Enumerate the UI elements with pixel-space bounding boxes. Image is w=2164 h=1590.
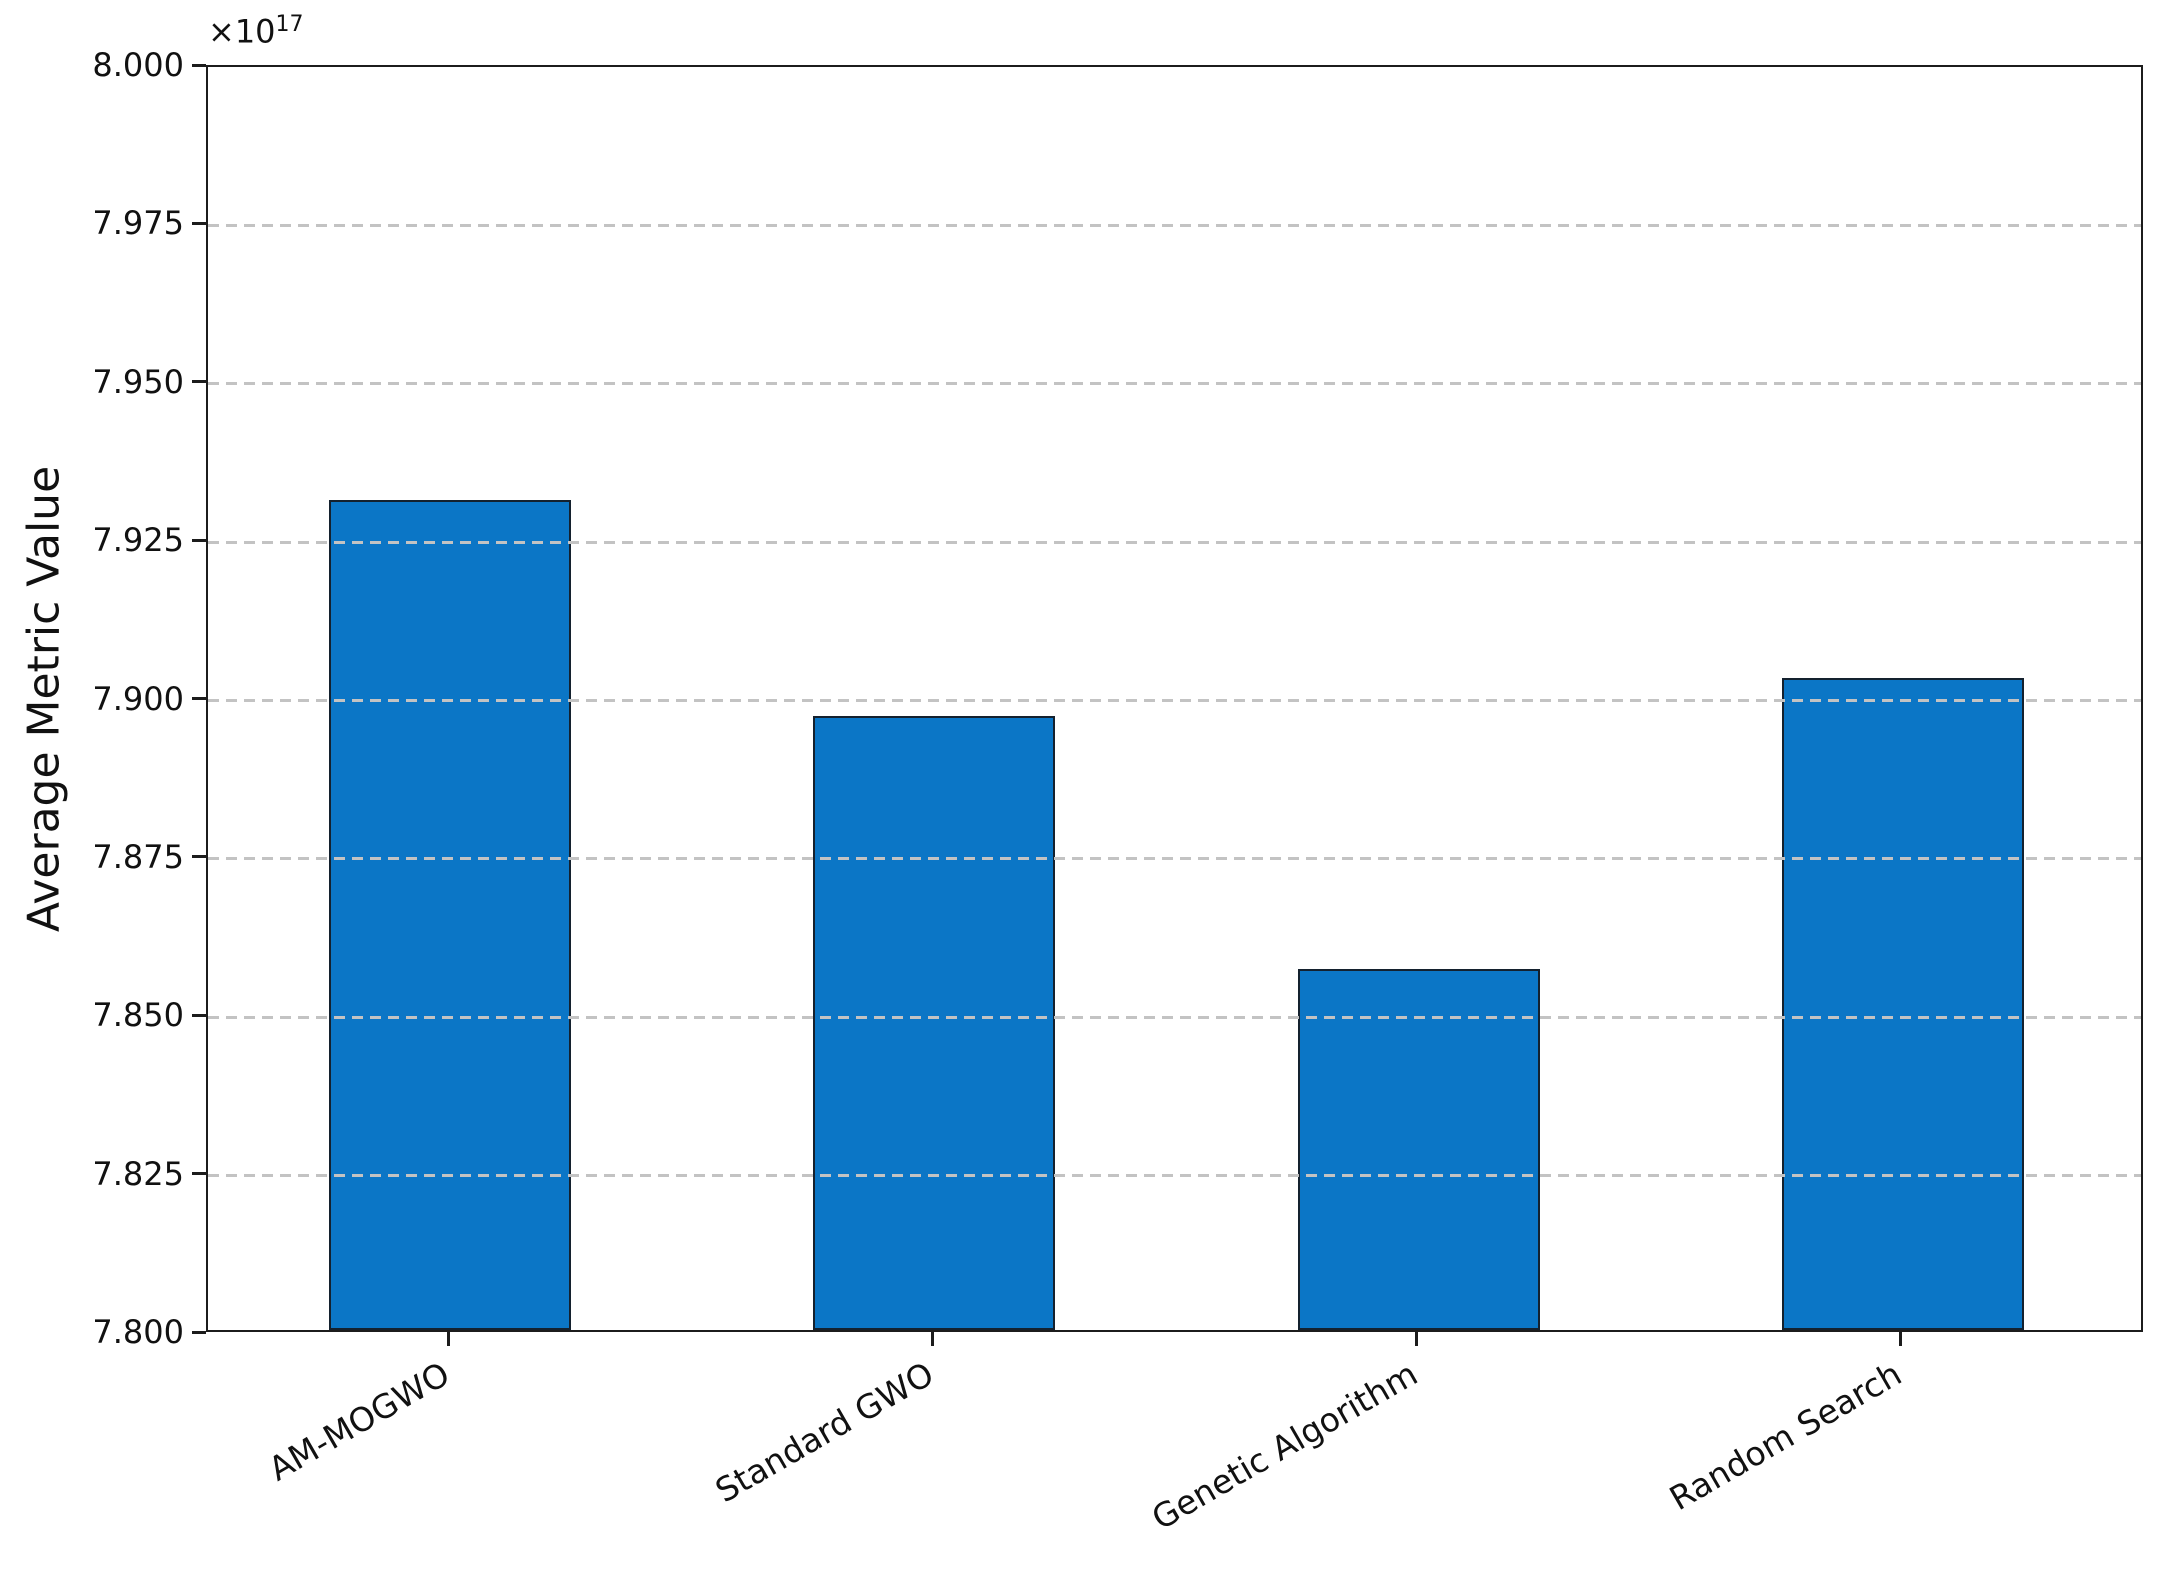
y-gridline-7.825 (208, 1174, 2141, 1178)
gridlines-layer (208, 67, 2141, 1330)
x-tick-mark (446, 1332, 450, 1346)
y-tick-mark (192, 380, 206, 384)
bar-am-mogwo (329, 500, 572, 1330)
y-tick-label: 7.825 (92, 1154, 184, 1193)
y-tick-label: 7.850 (92, 996, 184, 1035)
y-gridline-7.850 (208, 1015, 2141, 1019)
y-tick-mark (192, 221, 206, 225)
y-tick-mark (192, 1330, 206, 1334)
y-tick-label: 7.925 (92, 521, 184, 560)
y-axis-offset-text: ×1017 (208, 12, 304, 51)
y-tick-label: 7.800 (92, 1313, 184, 1351)
y-tick-mark (192, 63, 206, 67)
bars-layer (208, 67, 2141, 1330)
y-tick-mark (192, 855, 206, 859)
y-tick-mark (192, 1013, 206, 1017)
y-gridline-7.875 (208, 857, 2141, 861)
y-tick-mark (192, 538, 206, 542)
y-tick-label: 7.900 (92, 679, 184, 718)
y-tick-mark (192, 1172, 206, 1176)
x-tick-mark (1415, 1332, 1419, 1346)
x-tick-label-standard-gwo: Standard GWO (708, 1354, 940, 1511)
plot-area (206, 65, 2143, 1332)
y-tick-mark (192, 697, 206, 700)
y-gridline-7.925 (208, 540, 2141, 544)
y-tick-label: 8.000 (92, 46, 184, 84)
y-gridline-7.975 (208, 223, 2141, 227)
offset-base: ×10 (208, 12, 276, 51)
y-tick-label: 7.975 (92, 204, 184, 243)
bar-genetic-algorithm (1297, 968, 1540, 1330)
x-tick-mark (1899, 1332, 1903, 1346)
bar-random-search (1781, 677, 2024, 1330)
x-tick-label-am-mogwo: AM-MOGWO (261, 1354, 456, 1489)
y-tick-label: 7.875 (92, 837, 184, 876)
y-gridline-7.950 (208, 382, 2141, 386)
y-tick-label: 7.950 (92, 362, 184, 401)
x-tick-mark (930, 1332, 934, 1346)
x-tick-label-genetic-algorithm: Genetic Algorithm (1145, 1354, 1425, 1538)
bar-standard-gwo (813, 715, 1056, 1330)
x-tick-label-random-search: Random Search (1663, 1354, 1909, 1519)
offset-exponent: 17 (275, 12, 304, 37)
y-gridline-7.900 (208, 699, 2141, 702)
